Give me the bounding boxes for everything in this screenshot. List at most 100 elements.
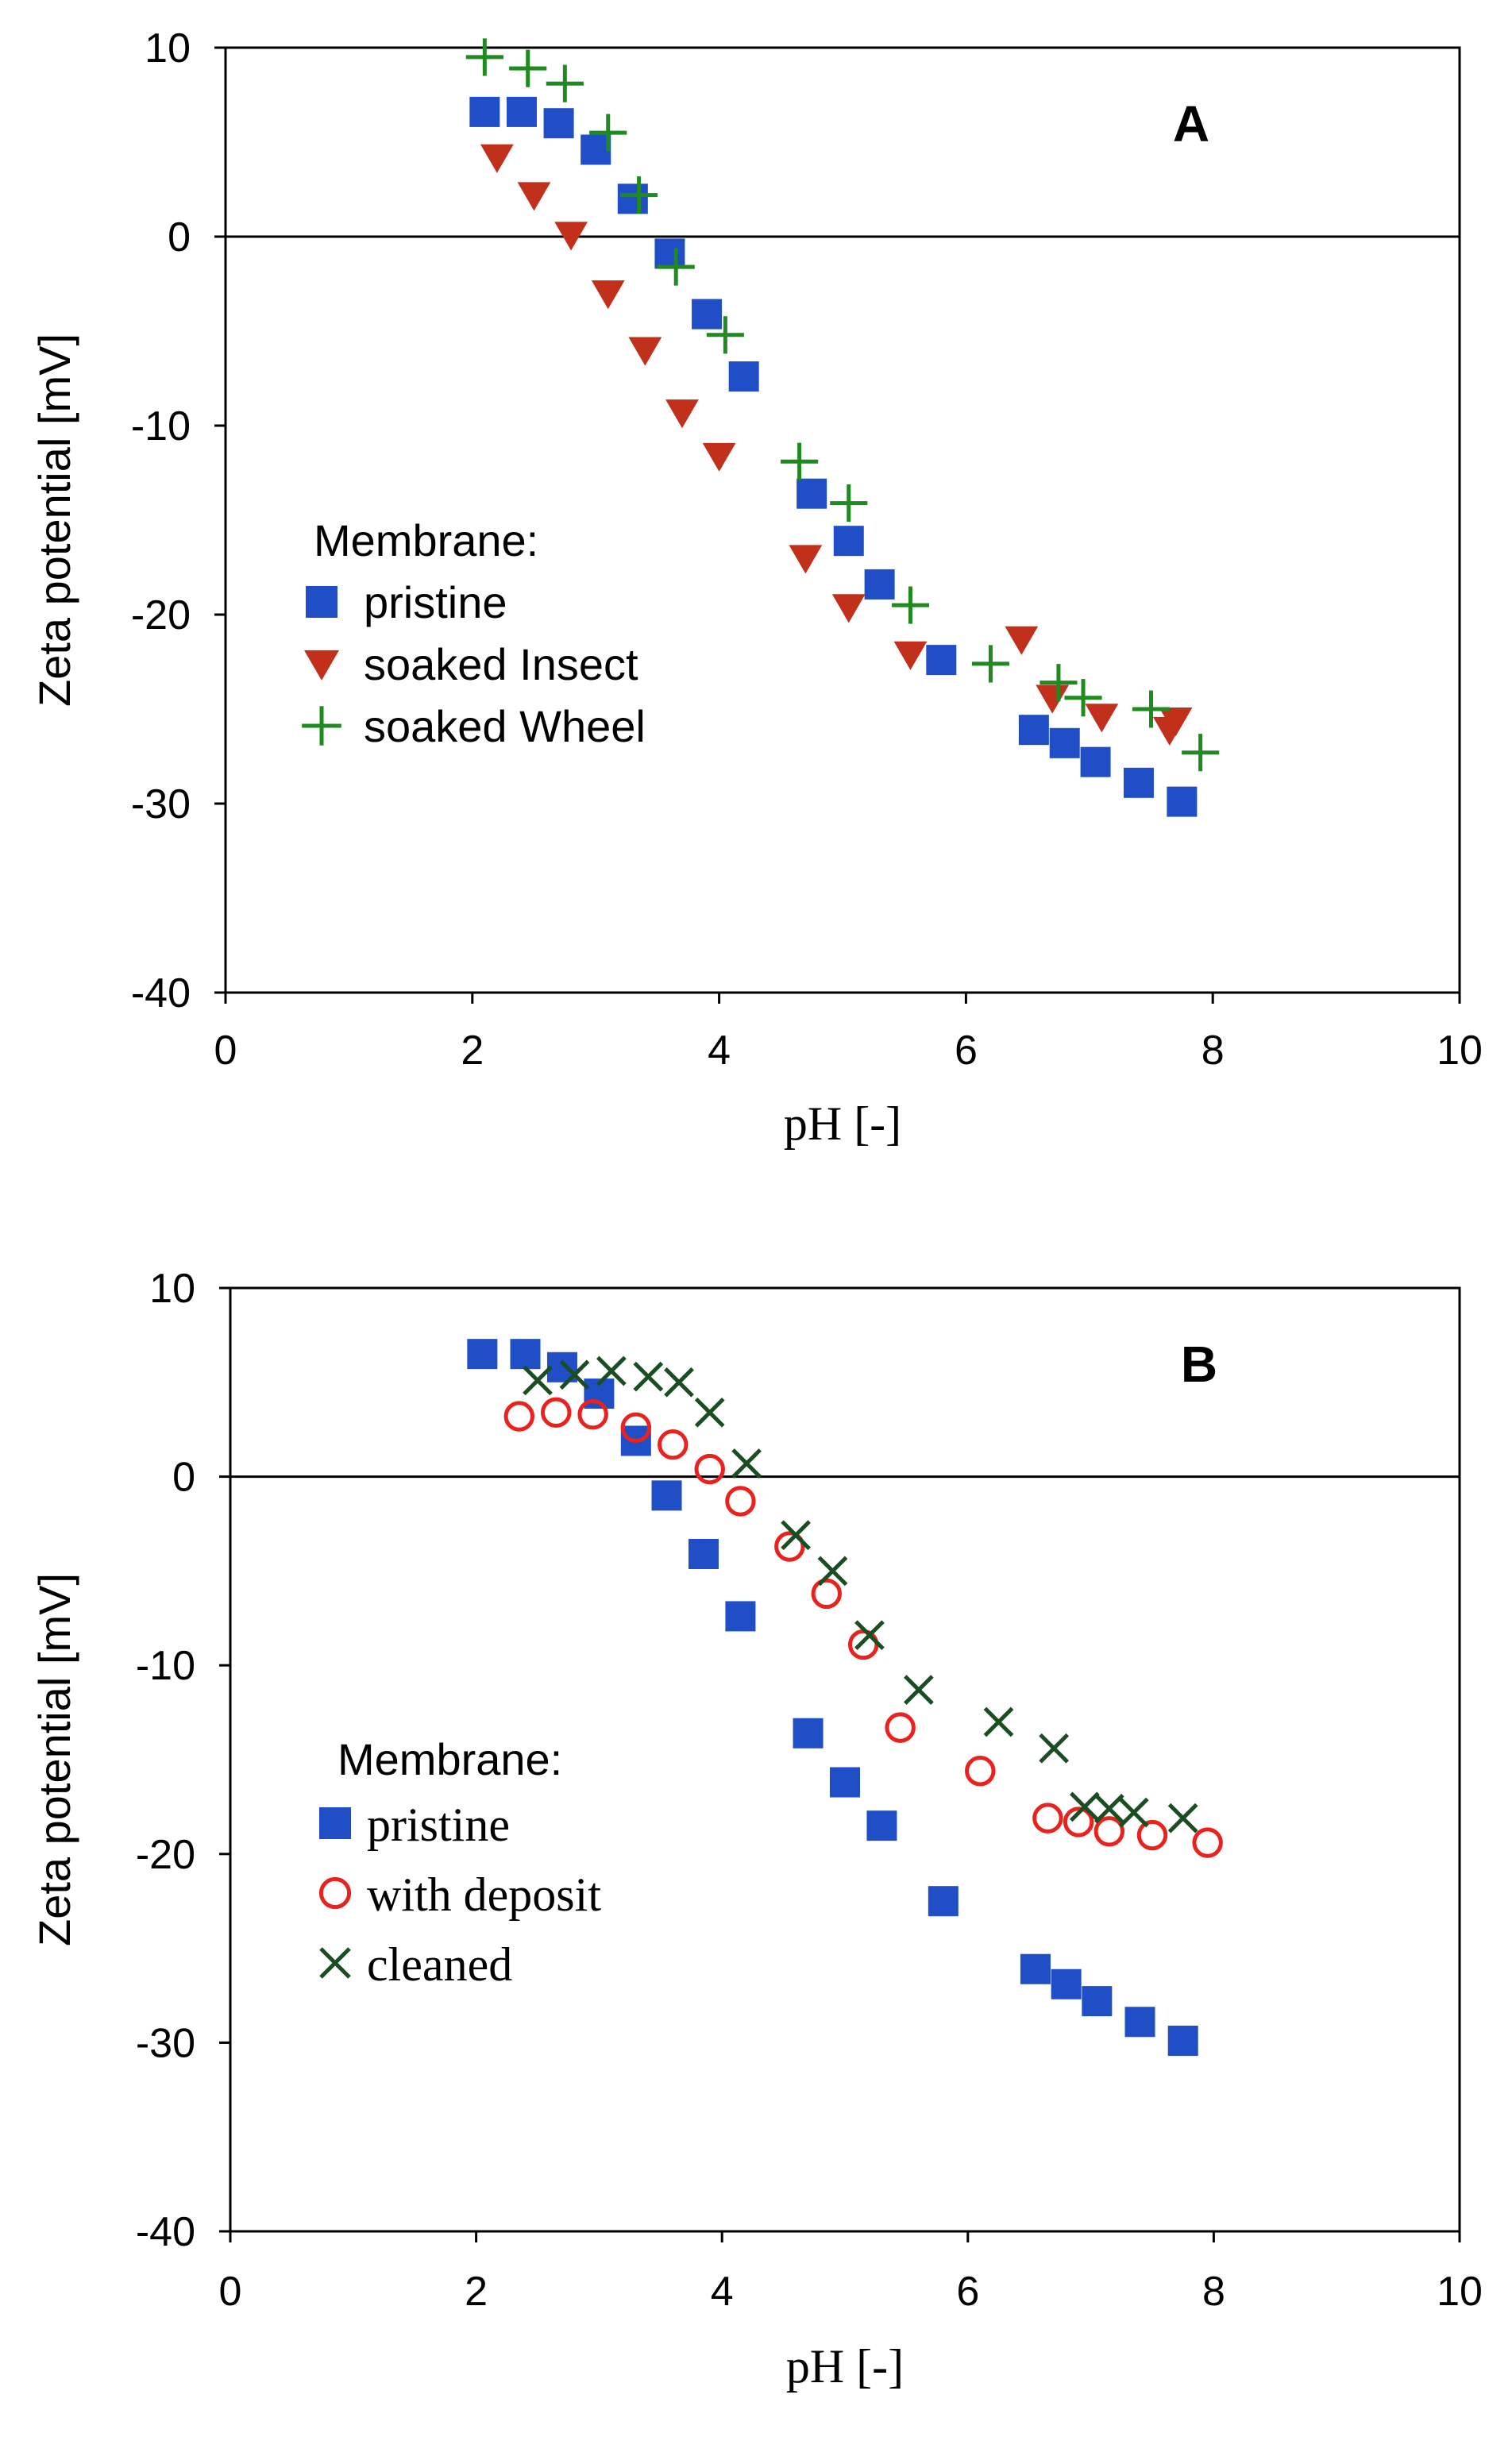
- panel-b-legend-entry-cleaned: cleaned: [319, 1938, 512, 1991]
- panel-b-chart: B pH [-] Zeta potential [mV] Membrane: p…: [29, 1266, 1483, 2393]
- data-point-pristine: [506, 96, 537, 127]
- panel-a-x-axis-title: pH [-]: [784, 1097, 901, 1150]
- panel-b-x-tick-label: 10: [1437, 2269, 1483, 2315]
- panel-a-y-tick-label: 0: [168, 214, 191, 260]
- data-point-with-deposit: [503, 1401, 535, 1432]
- panel-a-legend-entry-pristine: pristine: [306, 577, 507, 627]
- legend-symbol-with-deposit: [318, 1876, 352, 1910]
- panel-a-legend-title: Membrane:: [314, 515, 538, 565]
- data-point-pristine: [793, 1718, 824, 1749]
- data-point-soaked-insect: [1159, 708, 1193, 737]
- data-point-pristine: [928, 1886, 958, 1917]
- data-point-cleaned: [983, 1706, 1014, 1737]
- panel-a-series-soaked-insect: [480, 144, 1193, 746]
- data-point-pristine: [654, 238, 685, 269]
- data-point-cleaned: [781, 1520, 811, 1551]
- data-point-pristine: [1082, 1986, 1113, 2017]
- data-point-soaked-wheel: [1064, 679, 1102, 717]
- data-point-soaked-insect: [789, 545, 823, 574]
- panel-b-legend: Membrane: pristine with deposit cleaned: [318, 1734, 601, 1991]
- data-point-soaked-wheel: [1132, 690, 1171, 728]
- panel-a-series-pristine: [469, 96, 1198, 817]
- data-point-pristine: [1167, 2026, 1198, 2057]
- panel-a-legend: Membrane: pristine soaked Insect soaked …: [302, 515, 646, 751]
- data-point-pristine: [1124, 2007, 1155, 2038]
- panel-a-y-tick-label: -10: [131, 403, 191, 449]
- data-point-pristine: [510, 1339, 541, 1370]
- panel-a-x-tick-label: 4: [708, 1028, 731, 1074]
- data-point-with-deposit: [774, 1531, 805, 1562]
- panel-a-y-tick-label: -40: [131, 970, 191, 1016]
- data-point-pristine: [1167, 786, 1198, 817]
- panel-a-y-tick-label: -20: [131, 592, 191, 638]
- data-point-soaked-wheel: [620, 176, 658, 214]
- data-point-soaked-wheel: [1182, 734, 1220, 772]
- legend-marker-square: [319, 1807, 351, 1839]
- data-point-pristine: [1051, 1968, 1082, 1999]
- data-point-cleaned: [596, 1355, 627, 1386]
- data-point-soaked-wheel: [781, 442, 819, 480]
- data-point-pristine: [1080, 746, 1111, 777]
- panel-b-y-tick-label: -10: [136, 1643, 195, 1689]
- data-point-with-deposit: [658, 1429, 688, 1460]
- data-point-soaked-wheel: [971, 645, 1010, 683]
- data-point-soaked-wheel: [465, 38, 503, 76]
- data-point-soaked-insect: [628, 337, 662, 366]
- data-point-pristine: [692, 299, 723, 330]
- data-point-pristine: [833, 526, 864, 557]
- data-point-soaked-wheel: [509, 49, 547, 87]
- panel-b-x-tick-label: 4: [711, 2269, 734, 2315]
- data-point-cleaned: [664, 1367, 694, 1398]
- data-point-soaked-wheel: [830, 484, 868, 522]
- data-point-with-deposit: [620, 1412, 652, 1444]
- panel-b-x-tick-label: 0: [219, 2269, 242, 2315]
- data-point-cleaned: [1167, 1803, 1198, 1834]
- panel-a-y-tick-label: 10: [145, 25, 191, 71]
- data-point-soaked-wheel: [546, 64, 584, 102]
- data-point-with-deposit: [1192, 1827, 1223, 1858]
- data-point-pristine: [1020, 1953, 1051, 1984]
- panel-a-y-tick-label: -30: [131, 781, 191, 827]
- panel-a-x-tick-label: 10: [1437, 1028, 1483, 1074]
- panel-b-legend-entry-pristine: pristine: [319, 1799, 510, 1851]
- data-point-with-deposit: [1032, 1803, 1063, 1834]
- panel-b-series-with-deposit: [503, 1397, 1223, 1858]
- panel-b-legend-title: Membrane:: [338, 1734, 562, 1784]
- data-point-pristine: [651, 1480, 682, 1511]
- data-point-pristine: [728, 361, 759, 392]
- panel-a-series-soaked-wheel: [465, 38, 1220, 772]
- panel-b-legend-entry-with-deposit: with deposit: [318, 1868, 601, 1921]
- legend-label-pristine: pristine: [367, 1799, 510, 1851]
- panel-b-y-tick-label: -20: [136, 1832, 195, 1878]
- data-point-cleaned: [817, 1556, 848, 1587]
- legend-marker-x: [319, 1947, 351, 1979]
- data-point-with-deposit: [811, 1578, 843, 1610]
- data-point-soaked-wheel: [891, 586, 930, 624]
- data-point-cleaned: [854, 1620, 885, 1651]
- data-point-with-deposit: [725, 1486, 756, 1517]
- panel-a-x-tick-label: 0: [214, 1028, 237, 1074]
- panel-b-series-cleaned: [523, 1355, 1198, 1834]
- panel-b-y-tick-label: 0: [172, 1455, 195, 1501]
- panel-b-y-tick-label: -30: [136, 2020, 195, 2066]
- data-point-pristine: [543, 108, 574, 139]
- panel-b-x-axis-title: pH [-]: [786, 2340, 904, 2393]
- data-point-cleaned: [731, 1448, 762, 1479]
- data-point-soaked-insect: [554, 222, 588, 251]
- data-point-soaked-insect: [517, 182, 551, 211]
- data-point-pristine: [469, 96, 500, 127]
- data-point-pristine: [1123, 767, 1154, 798]
- data-point-with-deposit: [965, 1756, 996, 1787]
- legend-marker-circle: [318, 1876, 352, 1910]
- data-point-cleaned: [1069, 1791, 1100, 1822]
- legend-symbol-soaked-wheel: [302, 706, 341, 746]
- legend-marker-square: [306, 586, 338, 618]
- data-point-pristine: [864, 569, 895, 600]
- data-point-cleaned: [559, 1359, 590, 1390]
- data-point-cleaned: [694, 1397, 725, 1428]
- data-point-pristine: [688, 1539, 719, 1570]
- data-point-pristine: [830, 1767, 860, 1798]
- panel-a-x-tick-label: 8: [1202, 1028, 1225, 1074]
- panel-a-x-tick-label: 2: [461, 1028, 484, 1074]
